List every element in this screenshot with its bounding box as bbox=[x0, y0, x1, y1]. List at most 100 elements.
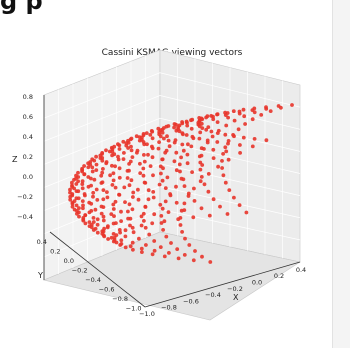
scatter-point bbox=[146, 152, 150, 157]
scatter-point bbox=[241, 107, 246, 112]
scatter-point bbox=[156, 146, 161, 151]
scatter-point bbox=[178, 216, 183, 220]
scatter-point bbox=[290, 103, 294, 107]
scatter-point bbox=[74, 203, 79, 208]
scatter-point bbox=[174, 150, 179, 155]
scatter-point bbox=[111, 171, 116, 176]
scatter-point bbox=[243, 122, 248, 126]
scatter-point bbox=[86, 175, 91, 179]
scatter-point bbox=[70, 200, 75, 205]
x-tick-label: 0.2 bbox=[274, 272, 284, 280]
scatter-point bbox=[138, 171, 143, 176]
scatter-point bbox=[82, 192, 87, 196]
scatter-point bbox=[117, 175, 122, 180]
scatter-point bbox=[200, 163, 205, 167]
scatter-point bbox=[252, 137, 257, 141]
scatter-point bbox=[223, 110, 228, 115]
scatter-point bbox=[100, 180, 105, 185]
scatter-point bbox=[169, 241, 173, 245]
scatter-point bbox=[152, 239, 157, 243]
scatter-point bbox=[199, 206, 204, 211]
scatter-point bbox=[175, 247, 180, 252]
scatter-point bbox=[89, 209, 94, 213]
scatter-point bbox=[152, 248, 157, 253]
scatter-point bbox=[99, 211, 104, 216]
scatter-point bbox=[231, 109, 236, 114]
scatter-point bbox=[123, 200, 127, 205]
y-tick-label: −0.2 bbox=[72, 267, 88, 275]
scatter-point bbox=[131, 190, 136, 195]
scatter-point bbox=[236, 127, 241, 132]
scatter-point bbox=[211, 197, 216, 202]
scatter-point bbox=[70, 204, 75, 209]
scatter-point bbox=[152, 212, 157, 217]
scatter-point bbox=[109, 235, 114, 240]
scatter-point bbox=[142, 153, 146, 157]
scatter-point bbox=[99, 173, 104, 178]
grid-line bbox=[159, 208, 301, 241]
scatter-point bbox=[221, 173, 226, 178]
scatter-point bbox=[80, 199, 85, 204]
scatter-point bbox=[264, 105, 268, 110]
scatter-point bbox=[148, 133, 153, 137]
scatter-point bbox=[223, 180, 228, 185]
scatter-point bbox=[161, 228, 166, 232]
scatter-point bbox=[252, 106, 257, 111]
scatter-point bbox=[86, 184, 91, 189]
scatter-point bbox=[191, 215, 196, 220]
scatter-point bbox=[109, 212, 114, 217]
scatter-point bbox=[140, 250, 144, 255]
scatter-point bbox=[76, 170, 80, 175]
scatter-point bbox=[207, 213, 212, 218]
scatter-point bbox=[108, 173, 112, 178]
scatter-point bbox=[76, 179, 80, 184]
x-tick-label: −0.2 bbox=[227, 285, 243, 293]
scatter-point bbox=[105, 195, 110, 200]
scatter-point bbox=[127, 202, 132, 207]
z-tick-label: −0.2 bbox=[17, 193, 33, 201]
scatter-point bbox=[142, 159, 147, 164]
scatter-point bbox=[130, 207, 135, 212]
scatter-point bbox=[142, 180, 147, 185]
scatter-point bbox=[200, 126, 205, 130]
scatter-point bbox=[94, 162, 99, 167]
scatter-point bbox=[200, 254, 204, 259]
scatter-point bbox=[160, 157, 165, 162]
scatter-point bbox=[113, 164, 117, 169]
scatter-point bbox=[183, 236, 187, 241]
y-axis-line bbox=[49, 231, 146, 308]
scatter-point bbox=[259, 113, 264, 117]
scatter-point bbox=[111, 202, 116, 207]
scatter-point bbox=[113, 185, 118, 190]
scatter-point bbox=[160, 178, 165, 183]
x-tick-label: −0.8 bbox=[161, 304, 177, 312]
scatter-point bbox=[177, 129, 182, 134]
scatter-point bbox=[166, 124, 171, 128]
y-tick-label: 0.0 bbox=[64, 257, 74, 265]
scatter-point bbox=[149, 129, 154, 133]
scatter-point bbox=[238, 143, 242, 147]
scatter-point bbox=[174, 168, 179, 173]
scatter-point bbox=[210, 134, 215, 139]
scatter-point bbox=[225, 212, 230, 216]
scatter-point bbox=[186, 142, 190, 147]
scatter-point bbox=[193, 249, 197, 253]
scatter-point bbox=[167, 144, 172, 149]
scatter-point bbox=[184, 133, 189, 137]
scatter-point bbox=[123, 234, 128, 239]
z-tick-label: 0.0 bbox=[23, 173, 33, 181]
scatter-point bbox=[158, 134, 163, 139]
scatter-point bbox=[129, 144, 133, 149]
scatter-point bbox=[114, 221, 118, 226]
scatter-point bbox=[117, 147, 122, 151]
scatter-point bbox=[185, 161, 190, 166]
scatter-point bbox=[74, 176, 78, 181]
scatter-point bbox=[126, 209, 130, 214]
scatter-point bbox=[177, 162, 182, 167]
scatter-point bbox=[190, 170, 195, 175]
scatter-point bbox=[227, 188, 232, 193]
scatter-point bbox=[112, 152, 117, 157]
scatter-point bbox=[90, 165, 95, 170]
scatter-point bbox=[158, 245, 163, 250]
scatter-point bbox=[179, 208, 184, 213]
